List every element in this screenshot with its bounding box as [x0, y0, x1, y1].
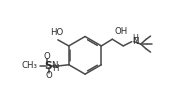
Text: O: O: [44, 52, 50, 61]
Text: O: O: [46, 71, 52, 80]
Text: CH₃: CH₃: [22, 61, 37, 70]
Text: HO: HO: [51, 28, 64, 37]
Text: N: N: [132, 37, 139, 46]
Text: OH: OH: [114, 27, 127, 36]
Text: S: S: [44, 61, 52, 71]
Text: H: H: [52, 64, 59, 73]
Text: H: H: [132, 34, 138, 43]
Text: N: N: [51, 61, 58, 70]
